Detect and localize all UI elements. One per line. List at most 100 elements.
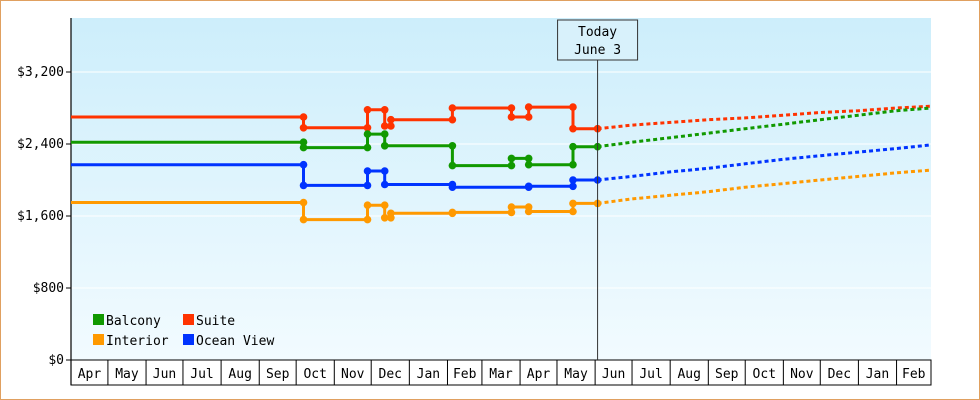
- data-point[interactable]: [507, 161, 516, 170]
- x-tick-label: Aug: [228, 367, 251, 382]
- data-point[interactable]: [569, 182, 577, 191]
- data-point[interactable]: [363, 130, 372, 138]
- data-point[interactable]: [448, 183, 457, 191]
- data-point[interactable]: [569, 124, 577, 133]
- data-point[interactable]: [299, 215, 308, 224]
- y-tick-label: $1,600: [17, 209, 64, 224]
- x-tick-label: Oct: [303, 367, 326, 382]
- data-point[interactable]: [569, 207, 577, 216]
- data-point[interactable]: [363, 124, 372, 132]
- data-point[interactable]: [380, 167, 389, 175]
- data-point[interactable]: [507, 104, 516, 112]
- data-point[interactable]: [299, 143, 308, 152]
- data-point[interactable]: [524, 207, 533, 216]
- data-point[interactable]: [524, 154, 533, 163]
- data-point[interactable]: [507, 154, 516, 163]
- x-tick-label: May: [115, 367, 139, 382]
- data-point[interactable]: [363, 167, 372, 175]
- data-point[interactable]: [363, 215, 372, 224]
- today-date-label: June 3: [574, 43, 621, 58]
- plot-area-background: [71, 18, 931, 360]
- today-callout-box: [557, 19, 639, 61]
- data-point[interactable]: [507, 203, 516, 211]
- series-forecast-line: [597, 104, 932, 131]
- data-point[interactable]: [569, 199, 577, 208]
- data-point[interactable]: [380, 106, 389, 114]
- data-point[interactable]: [448, 104, 457, 112]
- data-point[interactable]: [363, 143, 372, 152]
- legend-item-balcony: Balcony: [93, 314, 161, 329]
- data-point[interactable]: [387, 115, 395, 124]
- x-tick-label: Dec: [379, 367, 402, 382]
- data-point[interactable]: [363, 106, 372, 114]
- series-forecast-line: [597, 143, 932, 182]
- data-point[interactable]: [380, 130, 389, 138]
- series-interior: [71, 168, 932, 224]
- data-point[interactable]: [448, 208, 457, 217]
- legend-label: Ocean View: [196, 334, 274, 349]
- series-forecast-line: [597, 168, 932, 205]
- legend-swatch: [93, 314, 104, 325]
- series-line: [71, 163, 598, 189]
- x-tick-label: Feb: [453, 367, 477, 382]
- x-tick-label: Aug: [677, 367, 700, 382]
- data-point[interactable]: [448, 161, 457, 170]
- legend-swatch: [183, 314, 194, 325]
- data-point[interactable]: [524, 160, 533, 169]
- data-point[interactable]: [363, 201, 372, 209]
- data-point[interactable]: [524, 182, 533, 191]
- series-line: [71, 105, 598, 131]
- data-point[interactable]: [524, 113, 533, 121]
- x-tick-label: Apr: [78, 367, 102, 382]
- x-tick-label: Jan: [417, 367, 440, 382]
- legend-swatch: [93, 334, 104, 345]
- series-line: [71, 132, 598, 168]
- x-tick-label: Mar: [489, 367, 513, 382]
- series-line: [71, 201, 598, 222]
- x-tick-label: Jan: [866, 367, 889, 382]
- legend-label: Interior: [106, 334, 169, 349]
- x-tick-label: Jul: [639, 367, 662, 382]
- data-point[interactable]: [299, 124, 308, 132]
- data-point[interactable]: [299, 181, 308, 190]
- legend-item-suite: Suite: [183, 314, 235, 329]
- x-tick-label: Jun: [602, 367, 625, 382]
- x-tick-label: Jul: [190, 367, 213, 382]
- y-tick-label: $0: [48, 353, 64, 368]
- x-tick-label: Nov: [790, 367, 814, 382]
- data-point[interactable]: [380, 214, 389, 222]
- data-point[interactable]: [569, 142, 577, 151]
- y-tick-label: $3,200: [17, 65, 64, 80]
- series-forecast-line: [597, 106, 932, 149]
- legend-label: Balcony: [106, 314, 161, 329]
- data-point[interactable]: [387, 209, 395, 218]
- data-point[interactable]: [448, 142, 457, 150]
- data-point[interactable]: [299, 113, 308, 121]
- data-point[interactable]: [363, 181, 372, 190]
- data-point[interactable]: [569, 103, 577, 111]
- data-point[interactable]: [380, 142, 389, 150]
- x-tick-label: Feb: [902, 367, 926, 382]
- data-point[interactable]: [569, 160, 577, 169]
- data-point[interactable]: [380, 122, 389, 130]
- data-point[interactable]: [448, 115, 457, 124]
- x-tick-label: May: [564, 367, 588, 382]
- data-point[interactable]: [299, 138, 308, 146]
- legend-label: Suite: [196, 314, 235, 329]
- data-point[interactable]: [299, 198, 308, 207]
- data-point[interactable]: [299, 160, 308, 169]
- data-point[interactable]: [524, 103, 533, 111]
- data-point[interactable]: [507, 113, 516, 121]
- x-tick-label: Jun: [153, 367, 176, 382]
- series-balcony: [71, 106, 932, 170]
- x-tick-label: Sep: [266, 367, 290, 382]
- data-point[interactable]: [380, 180, 389, 189]
- y-tick-label: $2,400: [17, 137, 64, 152]
- data-point[interactable]: [380, 201, 389, 209]
- series-ocean-view: [71, 143, 932, 191]
- data-point[interactable]: [507, 208, 516, 217]
- series-suite: [71, 103, 932, 133]
- data-point[interactable]: [569, 176, 577, 184]
- data-point[interactable]: [387, 122, 395, 130]
